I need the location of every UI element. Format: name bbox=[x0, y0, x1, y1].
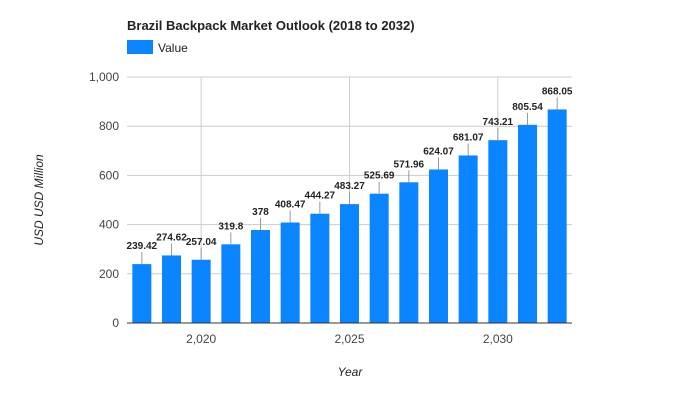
data-label: 444.27 bbox=[305, 191, 336, 202]
bar bbox=[340, 204, 359, 323]
data-label: 743.21 bbox=[483, 117, 514, 128]
data-label: 624.07 bbox=[423, 146, 454, 157]
x-tick-label: 2,020 bbox=[186, 332, 216, 346]
bar bbox=[488, 140, 508, 323]
chart-title: Brazil Backpack Market Outlook (2018 to … bbox=[127, 18, 415, 33]
y-tick-label: 1,000 bbox=[89, 70, 119, 84]
y-axis-title: USD USD Million bbox=[32, 154, 46, 246]
legend-swatch-value bbox=[127, 40, 153, 54]
bar bbox=[518, 124, 537, 323]
data-label: 274.62 bbox=[156, 232, 187, 243]
data-label: 868.05 bbox=[542, 86, 573, 97]
x-tick-label: 2,025 bbox=[334, 332, 364, 346]
bars bbox=[132, 109, 567, 323]
bar bbox=[429, 169, 448, 323]
y-tick-label: 200 bbox=[99, 267, 119, 281]
bar bbox=[162, 255, 181, 323]
data-label: 681.07 bbox=[453, 132, 484, 143]
bar bbox=[310, 213, 330, 323]
bar bbox=[458, 155, 478, 323]
data-label: 408.47 bbox=[275, 200, 306, 211]
y-tick-label: 0 bbox=[112, 316, 119, 330]
x-tick-label: 2,030 bbox=[483, 332, 513, 346]
data-label: 805.54 bbox=[512, 102, 543, 113]
bar bbox=[369, 193, 389, 323]
bar bbox=[132, 264, 152, 323]
data-label: 378 bbox=[252, 207, 269, 218]
bar bbox=[221, 244, 241, 323]
data-label: 483.27 bbox=[334, 181, 365, 192]
x-axis-title: Year bbox=[338, 365, 364, 379]
bar bbox=[547, 109, 567, 323]
legend-label-value: Value bbox=[158, 41, 188, 55]
y-tick-label: 800 bbox=[99, 119, 119, 133]
data-label: 257.04 bbox=[186, 237, 217, 248]
y-tick-label: 600 bbox=[99, 168, 119, 182]
bar bbox=[191, 259, 211, 323]
data-label: 525.69 bbox=[364, 171, 395, 182]
data-label: 571.96 bbox=[394, 159, 425, 170]
data-label: 319.8 bbox=[218, 221, 243, 232]
data-label: 239.42 bbox=[127, 241, 158, 252]
legend: Value bbox=[127, 40, 188, 55]
axes: 0 200 400 600 800 1,000 2,020 2,025 2,030 bbox=[89, 70, 572, 346]
bar bbox=[399, 182, 419, 323]
y-tick-label: 400 bbox=[99, 218, 119, 232]
bar bbox=[251, 230, 270, 323]
bar bbox=[280, 222, 300, 323]
